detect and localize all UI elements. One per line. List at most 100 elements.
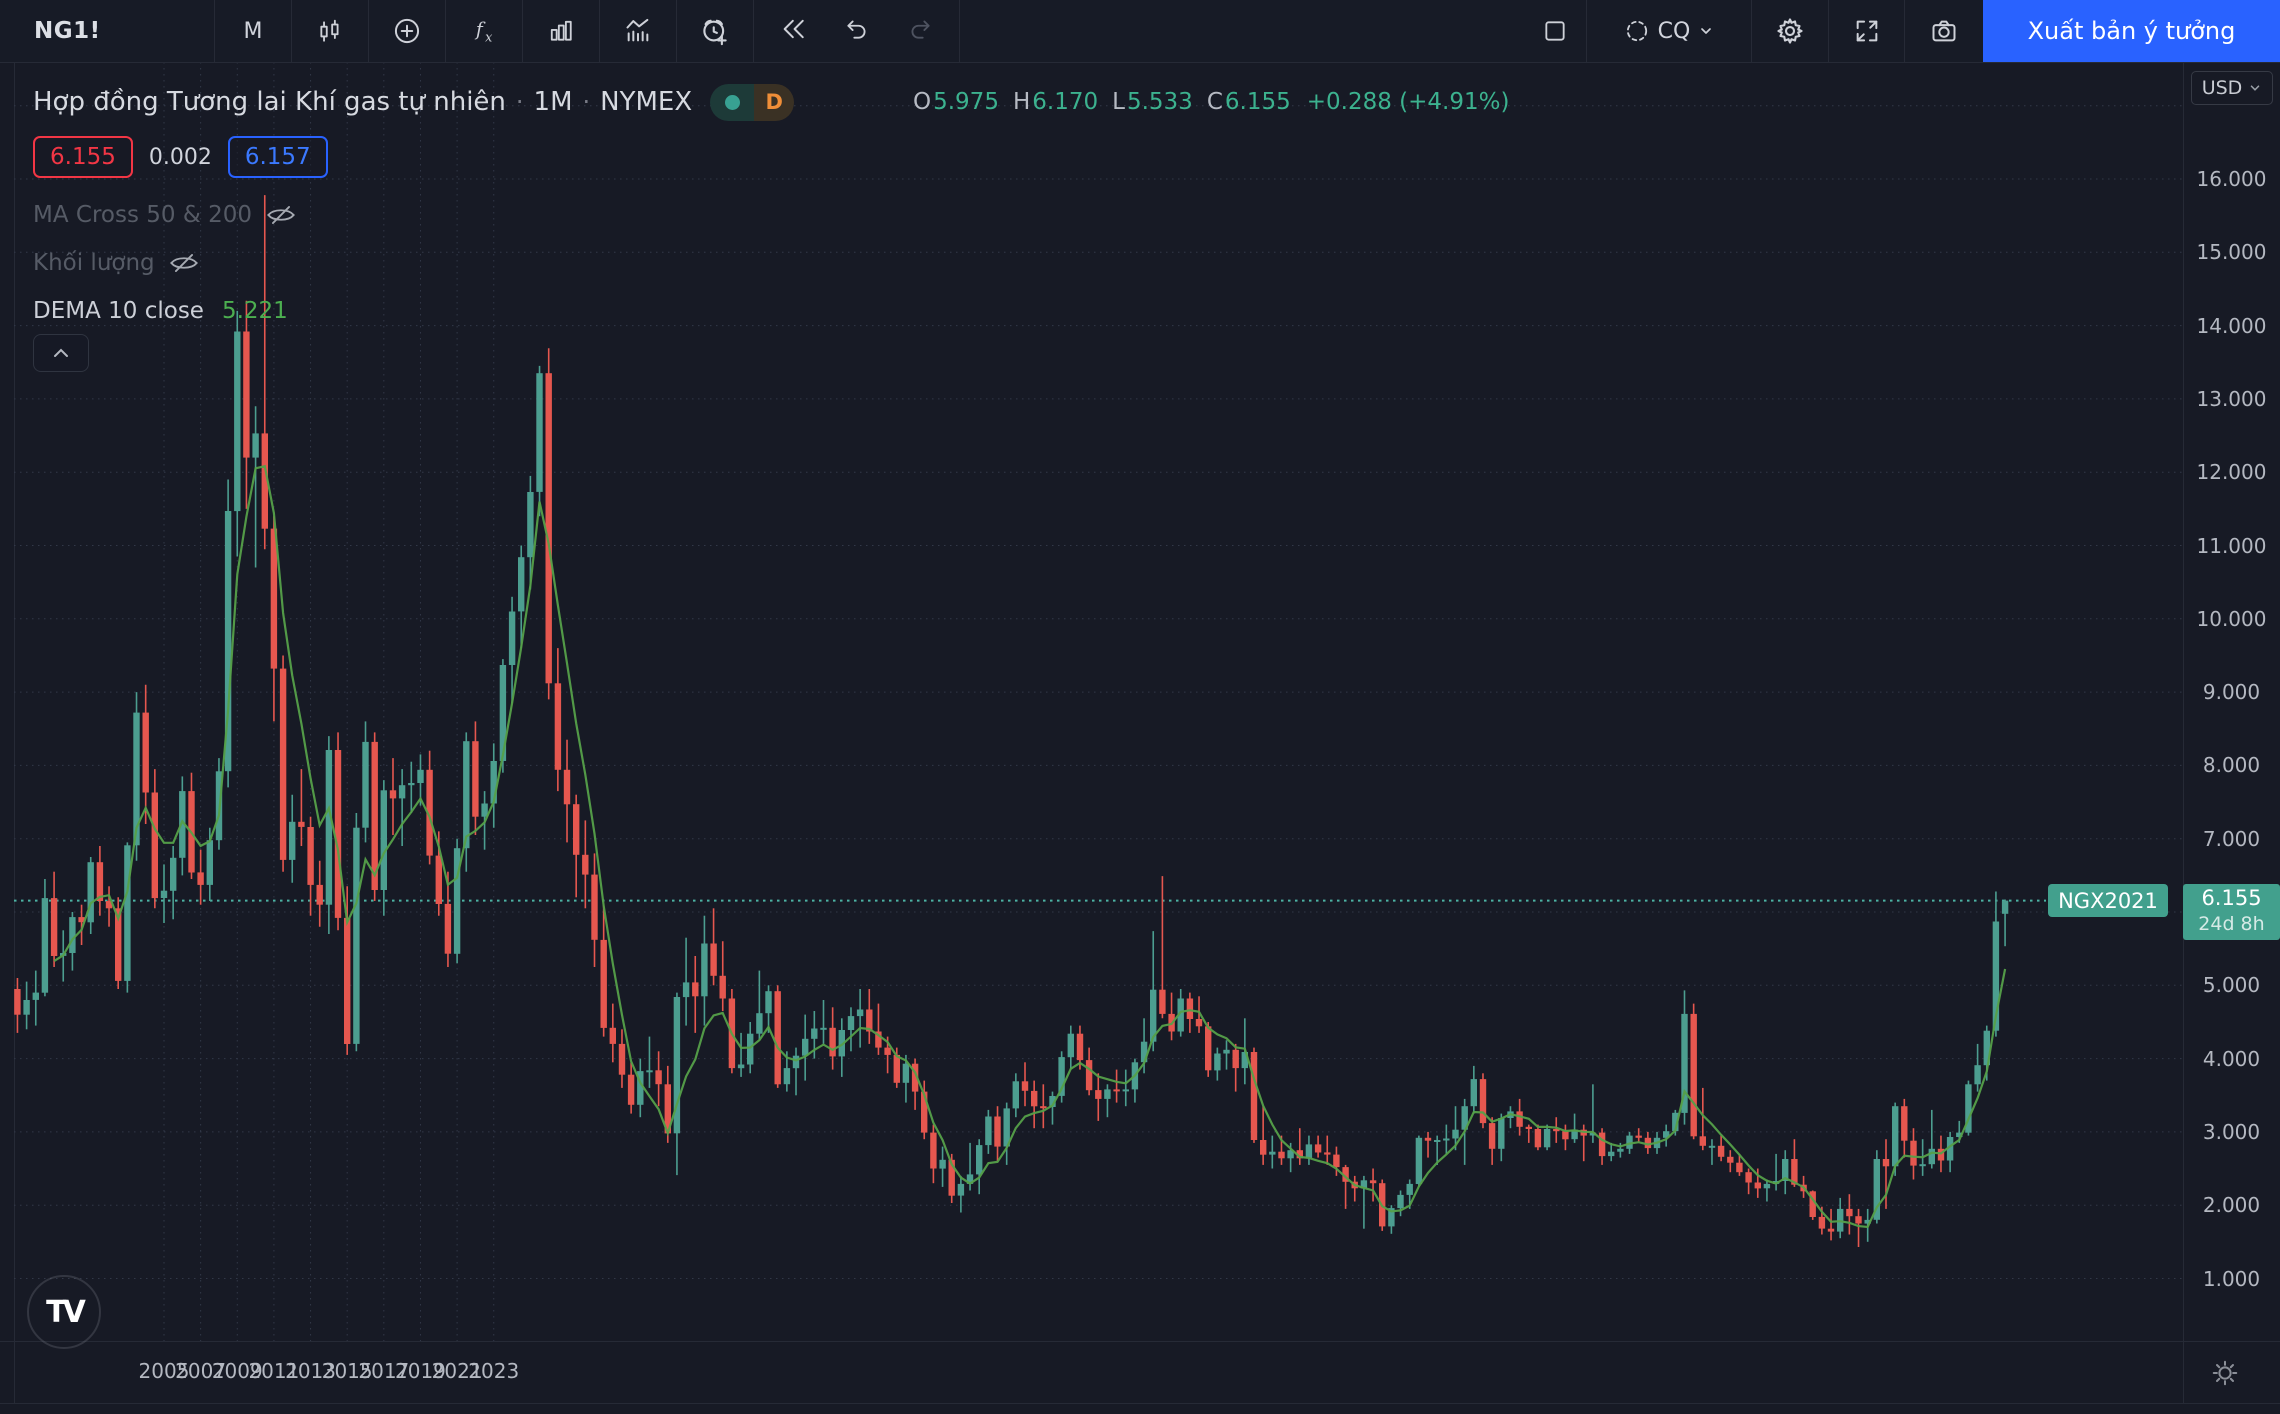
publish-idea-label: Xuất bản ý tưởng	[2027, 17, 2236, 45]
price-tick: 11.000	[2196, 533, 2267, 558]
line-over-bars-icon	[626, 18, 649, 42]
ohlc-readout: O5.975 H6.170 L5.533 C6.155 +0.288 (+4.9…	[913, 89, 1509, 115]
symbol-label: NG1!	[34, 18, 101, 44]
price-tick: 4.000	[2202, 1046, 2261, 1071]
create-alert-button[interactable]	[677, 0, 753, 62]
close-label: C	[1206, 89, 1223, 115]
interval-label: 1M	[533, 87, 573, 117]
price-tick: 15.000	[2196, 240, 2267, 265]
toolbar-separator	[753, 0, 754, 62]
price-tick: 9.000	[2202, 680, 2261, 705]
chart-title: Hợp đồng Tương lai Khí gas tự nhiên	[33, 87, 506, 117]
price-tick: 7.000	[2202, 826, 2261, 851]
timeframe-label: M	[243, 18, 263, 44]
eye-off-icon[interactable]	[169, 252, 199, 274]
close-value: 6.155	[1224, 89, 1291, 115]
exchange-label: NYMEX	[600, 87, 693, 117]
plus-circle-icon	[394, 18, 420, 44]
svg-text:f: f	[474, 20, 486, 41]
contract-label-badge: NGX2021	[2048, 884, 2168, 918]
bar-replay-button[interactable]	[780, 15, 808, 47]
open-label: O	[913, 89, 932, 115]
tradingview-logo[interactable]: TV	[27, 1275, 101, 1349]
chart-style-button[interactable]	[292, 0, 368, 62]
market-open-dot-icon	[724, 94, 740, 110]
price-tick: 1.000	[2202, 1266, 2261, 1291]
price-tick: 8.000	[2202, 753, 2261, 778]
saved-layout-dropdown[interactable]: CQ	[1587, 0, 1751, 62]
year-tick: 2021	[431, 1359, 483, 1383]
timeframe-button[interactable]: M	[215, 0, 291, 62]
time-axis[interactable]: 2005 2007 2009 2011 2013 2015 2017 2019 2021 2023	[0, 1341, 2280, 1403]
currency-label: USD	[2201, 77, 2243, 99]
currency-dropdown[interactable]: USD	[2191, 71, 2273, 105]
alert-clock-plus-icon	[703, 19, 727, 46]
tradingview-logo-glyph: TV	[46, 1294, 86, 1330]
undo-button[interactable]	[844, 16, 870, 46]
top-toolbar: NG1! M f x	[0, 0, 2280, 63]
chevron-up-icon	[54, 348, 68, 357]
time-axis-settings-button[interactable]	[2204, 1352, 2246, 1394]
indicator-templates-button[interactable]	[600, 0, 676, 62]
title-separator-dot: ·	[515, 88, 524, 116]
year-tick: 2007	[175, 1359, 227, 1383]
chart-settings-button[interactable]	[1752, 0, 1828, 62]
price-tick: 12.000	[2196, 460, 2267, 485]
compare-add-symbol-button[interactable]	[369, 0, 445, 62]
change-value: +0.288 (+4.91%)	[1306, 89, 1510, 115]
indicator-label: MA Cross 50 & 200	[33, 202, 252, 228]
price-axis[interactable]: USD 16.000 15.000 14.000 13.000 12.000 11.000…	[2183, 62, 2280, 1341]
indicator-label: Khối lượng	[33, 250, 155, 276]
year-tick: 2013	[285, 1359, 336, 1383]
market-status-badge[interactable]: D	[710, 83, 795, 121]
year-tick: 2015	[321, 1359, 373, 1383]
undo-arrow-icon	[847, 20, 866, 39]
indicator-row-dema[interactable]: DEMA 10 close 5.221	[33, 294, 288, 328]
price-tick: 2.000	[2202, 1193, 2261, 1218]
chart-legend: Hợp đồng Tương lai Khí gas tự nhiên · 1M…	[33, 83, 1509, 372]
price-tick: 16.000	[2196, 167, 2267, 191]
indicator-row-ma-cross[interactable]: MA Cross 50 & 200	[33, 198, 296, 232]
candlestick-style-icon	[320, 19, 339, 42]
year-tick: 2017	[358, 1359, 410, 1383]
indicators-button[interactable]: f x	[446, 0, 522, 62]
layout-select-button[interactable]	[1524, 0, 1586, 62]
price-tick: 14.000	[2196, 313, 2267, 338]
sell-price-button[interactable]: 6.155	[33, 136, 133, 178]
high-value: 6.170	[1032, 89, 1099, 115]
financials-button[interactable]	[523, 0, 599, 62]
price-tick: 10.000	[2196, 606, 2267, 631]
current-price-value: 6.155	[2201, 885, 2262, 910]
bar-countdown: 24d 8h	[2198, 912, 2265, 935]
eye-off-icon[interactable]	[266, 204, 296, 226]
buy-price-button[interactable]: 6.157	[227, 136, 328, 178]
svg-text:x: x	[485, 31, 493, 46]
year-tick: 2009	[211, 1359, 263, 1383]
snapshot-button[interactable]	[1905, 0, 1983, 62]
indicator-row-volume[interactable]: Khối lượng	[33, 246, 199, 280]
year-tick: 2019	[395, 1359, 446, 1383]
market-open-dot-badge	[710, 83, 755, 121]
fullscreen-button[interactable]	[1829, 0, 1904, 62]
chevron-down-icon	[1701, 28, 1712, 34]
toolbar-separator	[368, 0, 369, 62]
single-layout-square-icon	[1545, 21, 1565, 41]
low-value: 5.533	[1126, 89, 1193, 115]
publish-idea-button[interactable]: Xuất bản ý tưởng	[1983, 0, 2280, 62]
layout-name-label: CQ	[1657, 18, 1691, 44]
camera-icon	[1932, 20, 1956, 42]
gear-icon	[1777, 18, 1803, 44]
symbol-title-row[interactable]: Hợp đồng Tương lai Khí gas tự nhiên · 1M…	[33, 83, 795, 121]
legend-collapse-button[interactable]	[33, 334, 89, 372]
low-label: L	[1112, 89, 1125, 115]
replay-undo-redo-group	[754, 0, 959, 62]
toolbar-separator	[445, 0, 446, 62]
year-tick: 2005	[138, 1359, 190, 1383]
chevron-down-icon	[2251, 85, 2260, 91]
symbol-button[interactable]: NG1!	[0, 0, 214, 62]
title-separator-dot: ·	[582, 88, 591, 116]
redo-button[interactable]	[907, 16, 933, 46]
toolbar-separator	[1586, 0, 1587, 62]
toolbar-separator	[1751, 0, 1752, 62]
